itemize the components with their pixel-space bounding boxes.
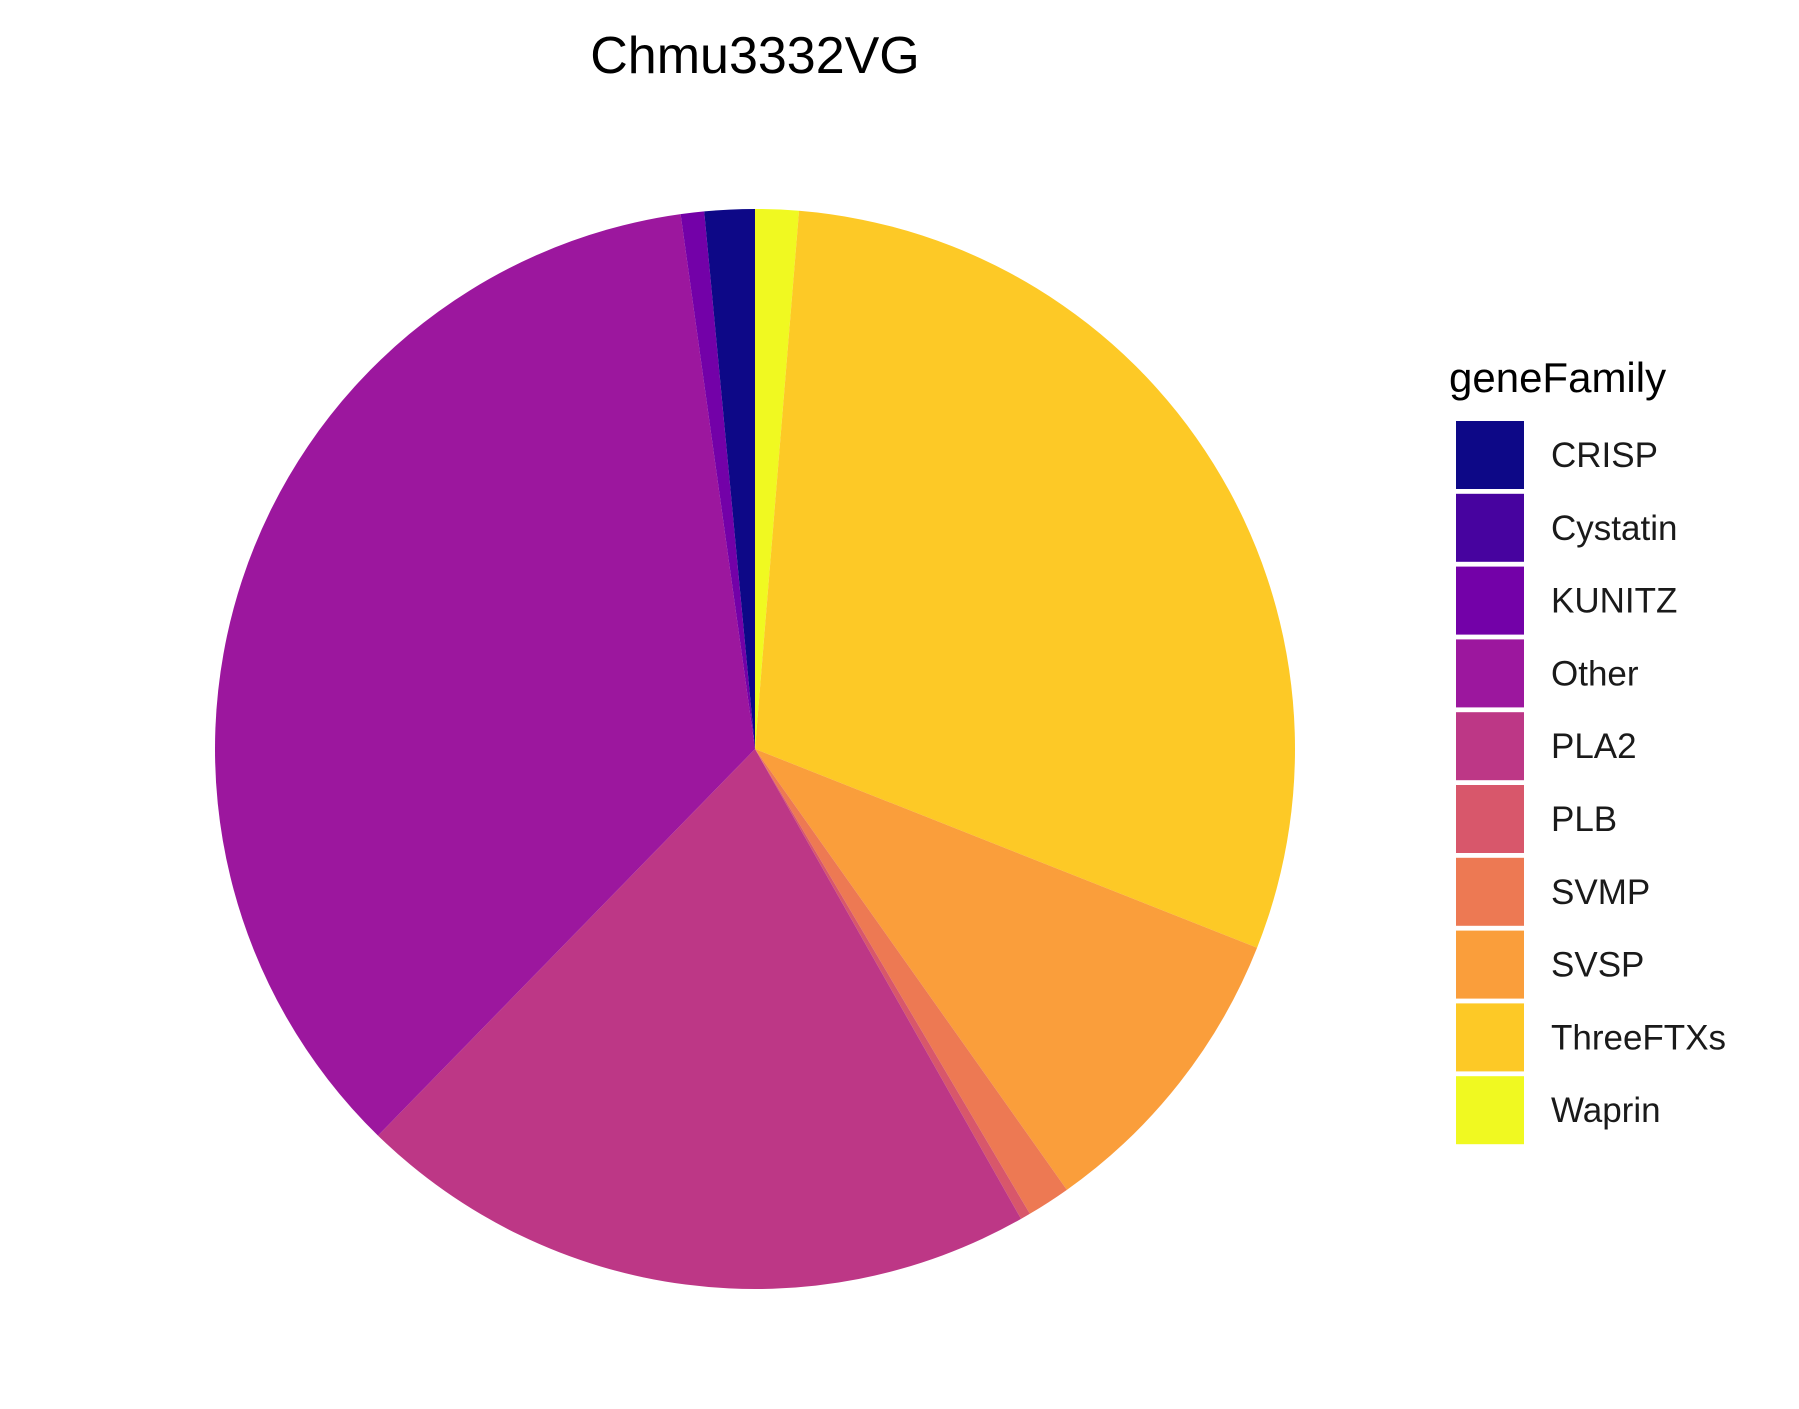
- chart-title: Chmu3332VG: [590, 27, 920, 85]
- legend-key-kunitz: [1456, 566, 1524, 635]
- legend-label-kunitz: KUNITZ: [1551, 582, 1677, 621]
- legend-key-pla2: [1456, 712, 1524, 781]
- legend-key-svmp: [1456, 857, 1524, 926]
- legend-key-plb: [1456, 785, 1524, 853]
- legend-label-svsp: SVSP: [1551, 946, 1644, 985]
- pie-slice-crisp: [704, 209, 755, 749]
- legend-label-crisp: CRISP: [1551, 436, 1658, 475]
- pie-slice-plb: [755, 749, 1030, 1219]
- legend-key-waprin: [1456, 1076, 1524, 1145]
- legend-label-cystatin: Cystatin: [1551, 509, 1677, 548]
- pie-slice-svsp: [755, 749, 1258, 1190]
- legend-label-threeftxs: ThreeFTXs: [1551, 1018, 1726, 1057]
- legend: CRISP Cystatin KUNITZ Other PLA2 PLB SVMP SVSP T…: [1456, 421, 1726, 1145]
- legend-key-cystatin: [1456, 493, 1524, 562]
- legend-label-waprin: Waprin: [1551, 1091, 1661, 1130]
- pie-slice-waprin: [755, 209, 800, 749]
- legend-label-svmp: SVMP: [1551, 873, 1650, 912]
- legend-key-threeftxs: [1456, 1003, 1524, 1072]
- pie-slices: [214, 209, 1295, 1289]
- pie-slice-threeftxs: [755, 210, 1295, 948]
- pie-slice-pla2: [377, 749, 1022, 1289]
- pie-slice-svmp: [755, 749, 1067, 1214]
- legend-label-plb: PLB: [1551, 800, 1617, 839]
- legend-label-other: Other: [1551, 654, 1639, 693]
- pie-slice-other: [214, 214, 755, 1136]
- legend-key-other: [1456, 639, 1524, 708]
- legend-key-svsp: [1456, 930, 1524, 999]
- legend-title: geneFamily: [1449, 354, 1666, 401]
- legend-label-pla2: PLA2: [1551, 727, 1637, 766]
- pie-slice-kunitz: [680, 211, 755, 749]
- legend-key-crisp: [1456, 421, 1524, 489]
